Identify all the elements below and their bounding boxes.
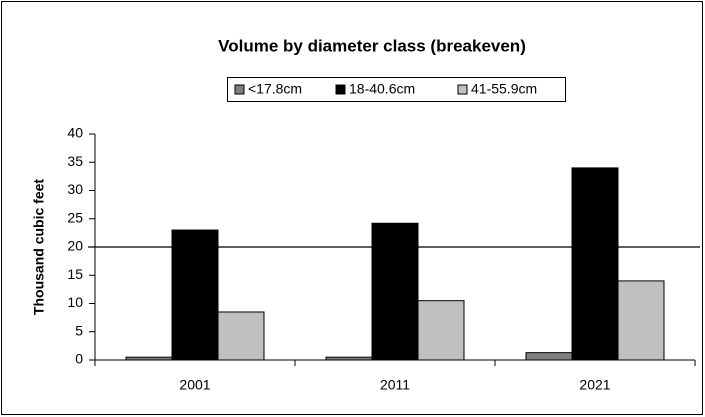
bar — [417, 300, 465, 361]
y-tick-label: 5 — [75, 322, 83, 338]
y-tick-label: 20 — [67, 238, 83, 254]
bar — [325, 356, 373, 361]
legend-swatch — [457, 84, 468, 95]
x-tick-label: 2011 — [380, 377, 410, 393]
bar — [371, 222, 419, 361]
y-tick-label: 35 — [67, 153, 83, 169]
y-tick-label: 25 — [67, 209, 83, 225]
legend-label: 18-40.6cm — [349, 81, 415, 97]
legend-box — [227, 77, 566, 102]
y-tick-label: 15 — [67, 266, 83, 282]
bar — [171, 229, 219, 361]
y-tick-label: 10 — [67, 294, 83, 310]
bar — [217, 311, 265, 361]
x-tick-label: 2021 — [579, 377, 610, 393]
y-tick-label: 40 — [67, 125, 83, 141]
legend-swatch — [335, 84, 346, 95]
y-tick-label: 0 — [75, 351, 83, 367]
y-tick-label: 30 — [67, 181, 83, 197]
bar — [571, 167, 619, 361]
bar — [617, 280, 665, 361]
y-axis-label: Thousand cubic feet — [31, 179, 47, 315]
x-tick-label: 2001 — [179, 377, 210, 393]
legend-label: <17.8cm — [248, 81, 302, 97]
chart-title: Volume by diameter class (breakeven) — [218, 36, 526, 55]
bar — [125, 356, 173, 361]
legend-swatch — [234, 84, 245, 95]
bar — [525, 352, 573, 361]
legend-label: 41-55.9cm — [471, 81, 537, 97]
